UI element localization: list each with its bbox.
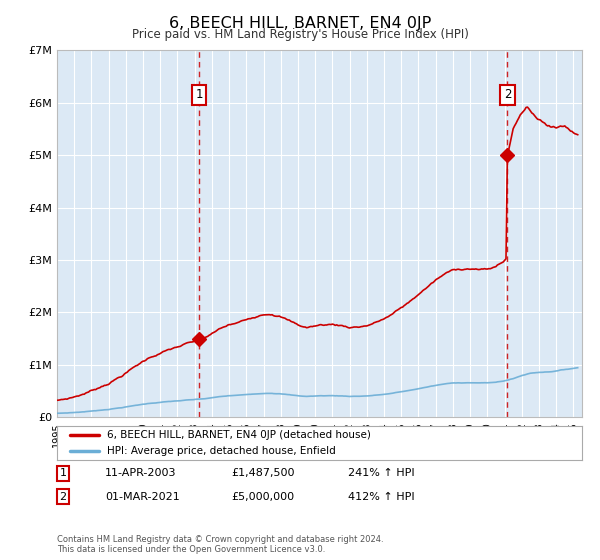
Text: Price paid vs. HM Land Registry's House Price Index (HPI): Price paid vs. HM Land Registry's House … xyxy=(131,28,469,41)
Text: £5,000,000: £5,000,000 xyxy=(231,492,294,502)
Text: Contains HM Land Registry data © Crown copyright and database right 2024.: Contains HM Land Registry data © Crown c… xyxy=(57,535,383,544)
Text: £1,487,500: £1,487,500 xyxy=(231,468,295,478)
Text: 01-MAR-2021: 01-MAR-2021 xyxy=(105,492,180,502)
Text: 1: 1 xyxy=(59,468,67,478)
Text: HPI: Average price, detached house, Enfield: HPI: Average price, detached house, Enfi… xyxy=(107,446,335,456)
Text: 2: 2 xyxy=(59,492,67,502)
Text: 6, BEECH HILL, BARNET, EN4 0JP (detached house): 6, BEECH HILL, BARNET, EN4 0JP (detached… xyxy=(107,430,371,440)
Text: 241% ↑ HPI: 241% ↑ HPI xyxy=(348,468,415,478)
Text: 6, BEECH HILL, BARNET, EN4 0JP: 6, BEECH HILL, BARNET, EN4 0JP xyxy=(169,16,431,31)
Text: 412% ↑ HPI: 412% ↑ HPI xyxy=(348,492,415,502)
Text: 2: 2 xyxy=(504,88,511,101)
Text: 1: 1 xyxy=(196,88,203,101)
Text: This data is licensed under the Open Government Licence v3.0.: This data is licensed under the Open Gov… xyxy=(57,545,325,554)
Text: 11-APR-2003: 11-APR-2003 xyxy=(105,468,176,478)
